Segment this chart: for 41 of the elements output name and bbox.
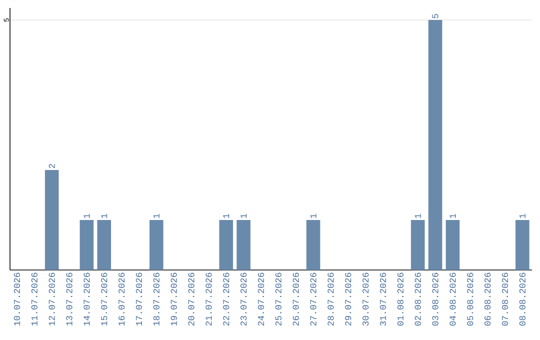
x-tick-label: 13.07.2026 [66,272,72,326]
data-label: 1 [101,214,108,218]
x-tick-label: 22.07.2026 [223,272,230,326]
x-tick-label: 27.07.2026 [310,272,316,326]
x-tick-label: 25.07.2026 [275,272,282,326]
x-tick-label: 24.07.2026 [258,272,264,326]
x-tick-label: 18.07.2026 [153,272,160,326]
x-tick-label: 16.07.2026 [118,272,125,326]
x-tick-label: 05.08.2026 [467,272,474,326]
x-tick-label: 03.08.2026 [432,272,438,326]
data-label: 1 [519,214,526,218]
x-tick-label: 07.08.2026 [502,272,508,326]
x-tick-label: 23.07.2026 [240,272,247,326]
x-tick-label: 19.07.2026 [170,272,177,326]
data-label: 1 [450,214,456,218]
x-tick-label: 17.07.2026 [136,272,142,326]
data-label: 1 [84,214,90,218]
data-label: 2 [48,164,55,168]
x-tick-label: 31.07.2026 [380,272,386,326]
data-label: 1 [223,214,230,218]
x-tick-label: 30.07.2026 [362,272,369,326]
x-tick-label: 01.08.2026 [397,272,404,326]
x-tick-label: 11.07.2026 [31,272,38,326]
x-tick-label: 06.08.2026 [484,272,491,326]
data-label: 5 [432,14,438,18]
x-tick-label: 12.07.2026 [48,272,55,326]
x-tick-label: 02.08.2026 [414,272,421,326]
data-label: 1 [310,214,316,218]
data-label: 1 [153,214,160,218]
data-label: 1 [414,214,421,218]
x-tick-label: 08.08.2026 [519,272,526,326]
x-tick-label: 20.07.2026 [188,272,194,326]
x-tick-label: 04.08.2026 [450,272,456,326]
x-tick-label: 10.07.2026 [14,272,20,326]
x-tick-label: 28.07.2026 [328,272,334,326]
x-tick-label: 29.07.2026 [345,272,352,326]
x-tick-label: 15.07.2026 [101,272,108,326]
x-tick-label: 26.07.2026 [292,272,299,326]
x-tick-label: 21.07.2026 [206,272,212,326]
x-tick-label: 14.07.2026 [84,272,90,326]
data-label: 1 [240,214,247,218]
